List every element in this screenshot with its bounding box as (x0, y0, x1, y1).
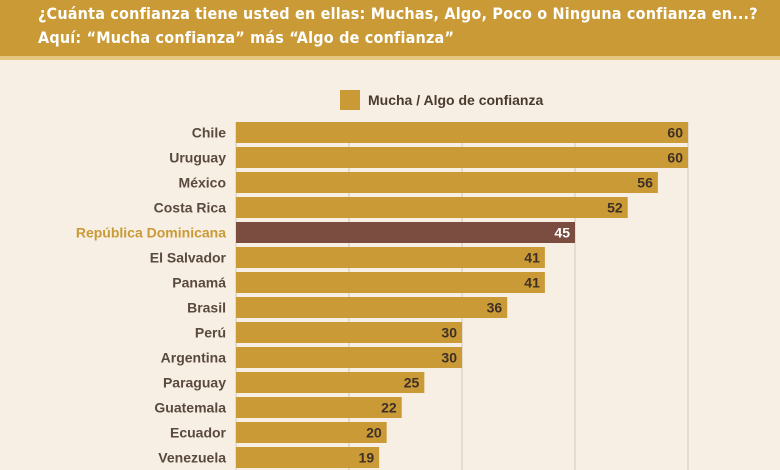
category-label: Argentina (161, 350, 227, 366)
value-label: 36 (487, 300, 503, 316)
value-label: 22 (381, 400, 397, 416)
bar (236, 397, 402, 418)
category-label: Chile (192, 125, 226, 141)
value-label: 60 (667, 150, 683, 166)
legend-swatch (340, 90, 360, 110)
category-label: Ecuador (170, 425, 227, 441)
value-label: 30 (441, 325, 457, 341)
bar (236, 347, 462, 368)
legend: Mucha / Algo de confianza (340, 90, 543, 110)
value-label: 25 (404, 375, 420, 391)
header-banner: ¿Cuánta confianza tiene usted en ellas: … (0, 0, 780, 60)
bar (236, 372, 425, 393)
bar (236, 247, 545, 268)
category-label: México (179, 175, 226, 191)
value-label: 52 (607, 200, 623, 216)
category-label: Guatemala (154, 400, 226, 416)
bar (236, 422, 387, 443)
value-label: 19 (359, 450, 375, 466)
bar (236, 197, 628, 218)
bar (236, 297, 508, 318)
bar (236, 272, 545, 293)
category-label: Paraguay (163, 375, 226, 391)
category-label: Uruguay (169, 150, 226, 166)
value-label: 30 (441, 350, 457, 366)
value-label: 20 (366, 425, 382, 441)
bar (236, 172, 658, 193)
category-label: Venezuela (158, 450, 226, 466)
category-label: República Dominicana (76, 225, 226, 241)
value-label: 56 (637, 175, 653, 191)
category-label: Panamá (172, 275, 226, 291)
value-label: 41 (524, 275, 540, 291)
bar (236, 222, 575, 243)
question-text: ¿Cuánta confianza tiene usted en ellas: … (38, 4, 758, 23)
category-label: El Salvador (150, 250, 227, 266)
bar (236, 147, 688, 168)
category-label: Costa Rica (154, 200, 227, 216)
legend-label: Mucha / Algo de confianza (368, 92, 544, 108)
bar (236, 447, 380, 468)
value-label: 41 (524, 250, 540, 266)
value-label: 60 (667, 125, 683, 141)
question-subtitle: Aquí: “Mucha confianza” más “Algo de con… (38, 28, 455, 47)
bar (236, 122, 688, 143)
value-label: 45 (554, 225, 570, 241)
category-label: Perú (195, 325, 226, 341)
category-label: Brasil (187, 300, 226, 316)
bar (236, 322, 462, 343)
